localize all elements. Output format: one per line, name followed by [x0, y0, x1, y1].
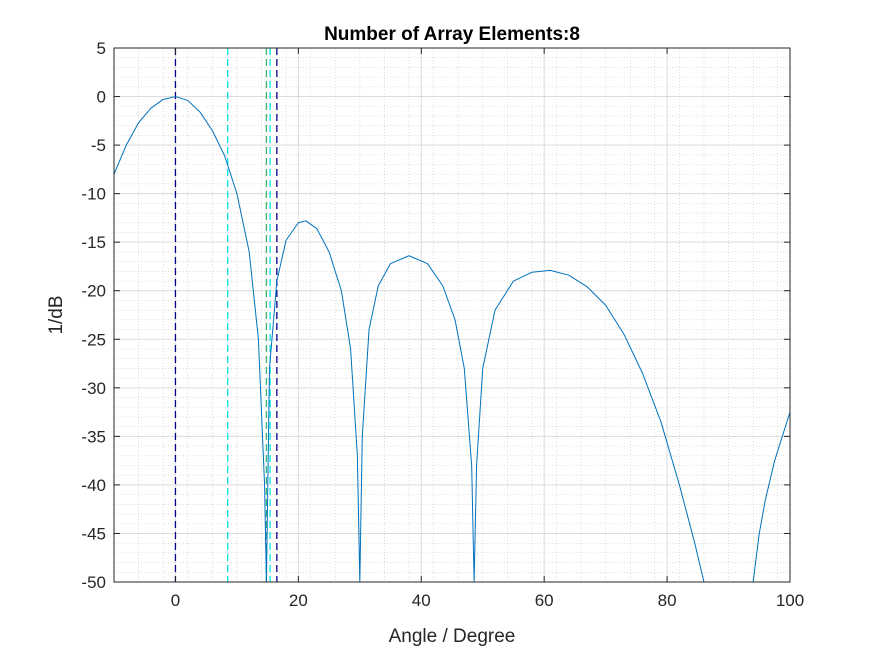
chart-title: Number of Array Elements:8: [324, 24, 580, 45]
y-tick-label: -10: [81, 185, 106, 204]
tick-marks: [114, 47, 791, 583]
y-tick-label: -45: [81, 524, 106, 543]
plot-area-background: [114, 48, 790, 582]
y-tick-label: -50: [81, 573, 106, 592]
x-tick-label: 20: [289, 591, 308, 610]
x-tick-label: 40: [412, 591, 431, 610]
y-tick-label: -30: [81, 379, 106, 398]
x-tick-label: 0: [171, 591, 180, 610]
x-tick-label: 80: [658, 591, 677, 610]
y-tick-label: -35: [81, 427, 106, 446]
plot-area-border: [113, 47, 791, 583]
vertical-marker-lines: [174, 48, 278, 582]
y-tick-labels: 5 0 -5 -10 -15 -20 -25 -30 -35 -40 -45 -50: [81, 39, 106, 592]
y-tick-label: -20: [81, 282, 106, 301]
y-axis-label: 1/dB: [46, 295, 67, 334]
y-tick-label: 0: [97, 88, 106, 107]
series-line: [114, 96, 790, 582]
x-axis-label: Angle / Degree: [389, 626, 516, 647]
y-tick-label: -5: [91, 136, 106, 155]
y-tick-label: -25: [81, 330, 106, 349]
y-tick-label: -15: [81, 233, 106, 252]
x-tick-label: 60: [535, 591, 554, 610]
y-tick-label: 5: [97, 39, 106, 58]
series-group: [114, 96, 790, 582]
minor-grid: [113, 47, 790, 583]
y-tick-label: -40: [81, 476, 106, 495]
x-tick-labels: 0 20 40 60 80 100: [171, 591, 804, 610]
x-tick-label: 100: [776, 591, 804, 610]
